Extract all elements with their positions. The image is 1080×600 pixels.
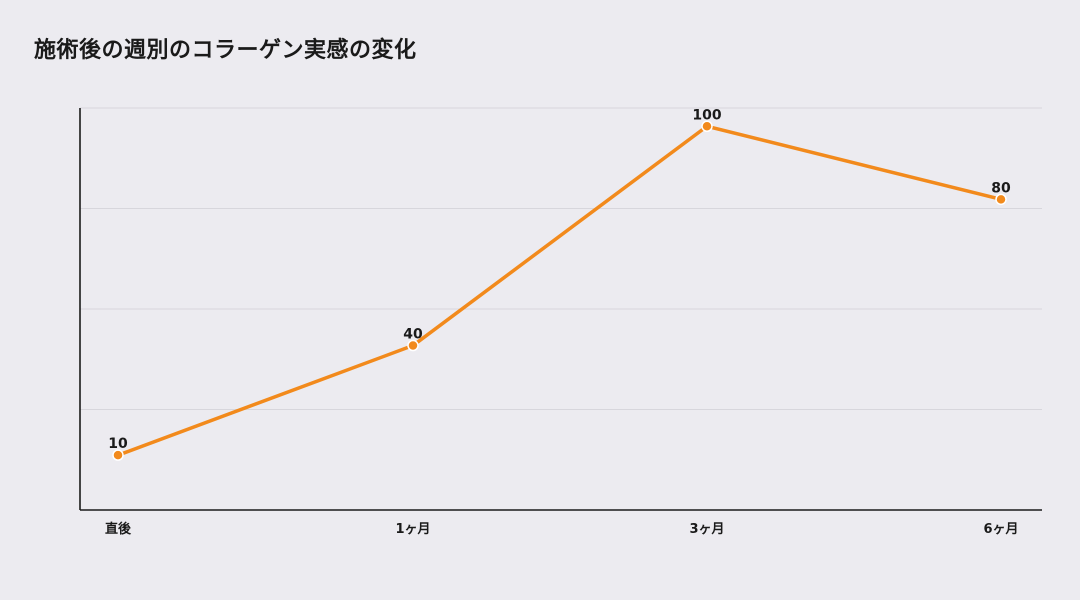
gridlines — [80, 107, 1042, 410]
data-points — [112, 120, 1007, 461]
data-label: 10 — [108, 436, 128, 452]
data-point — [995, 193, 1007, 206]
data-label: 80 — [991, 180, 1011, 196]
x-tick-label: 6ヶ月 — [983, 522, 1018, 537]
data-label: 40 — [403, 327, 423, 343]
x-tick-label: 直後 — [105, 521, 132, 537]
data-label: 100 — [692, 107, 721, 123]
data-point — [407, 339, 419, 352]
data-labels: 10 40 100 80 — [108, 107, 1011, 452]
x-tick-label: 1ヶ月 — [395, 522, 430, 537]
data-point — [112, 449, 124, 461]
x-tick-label: 3ヶ月 — [689, 522, 724, 537]
series-line — [116, 124, 1003, 457]
data-point — [701, 120, 713, 133]
chart-title: 施術後の週別のコラーゲン実感の変化 — [34, 38, 417, 63]
x-tick-labels: 直後 1ヶ月 3ヶ月 6ヶ月 — [105, 521, 1019, 537]
